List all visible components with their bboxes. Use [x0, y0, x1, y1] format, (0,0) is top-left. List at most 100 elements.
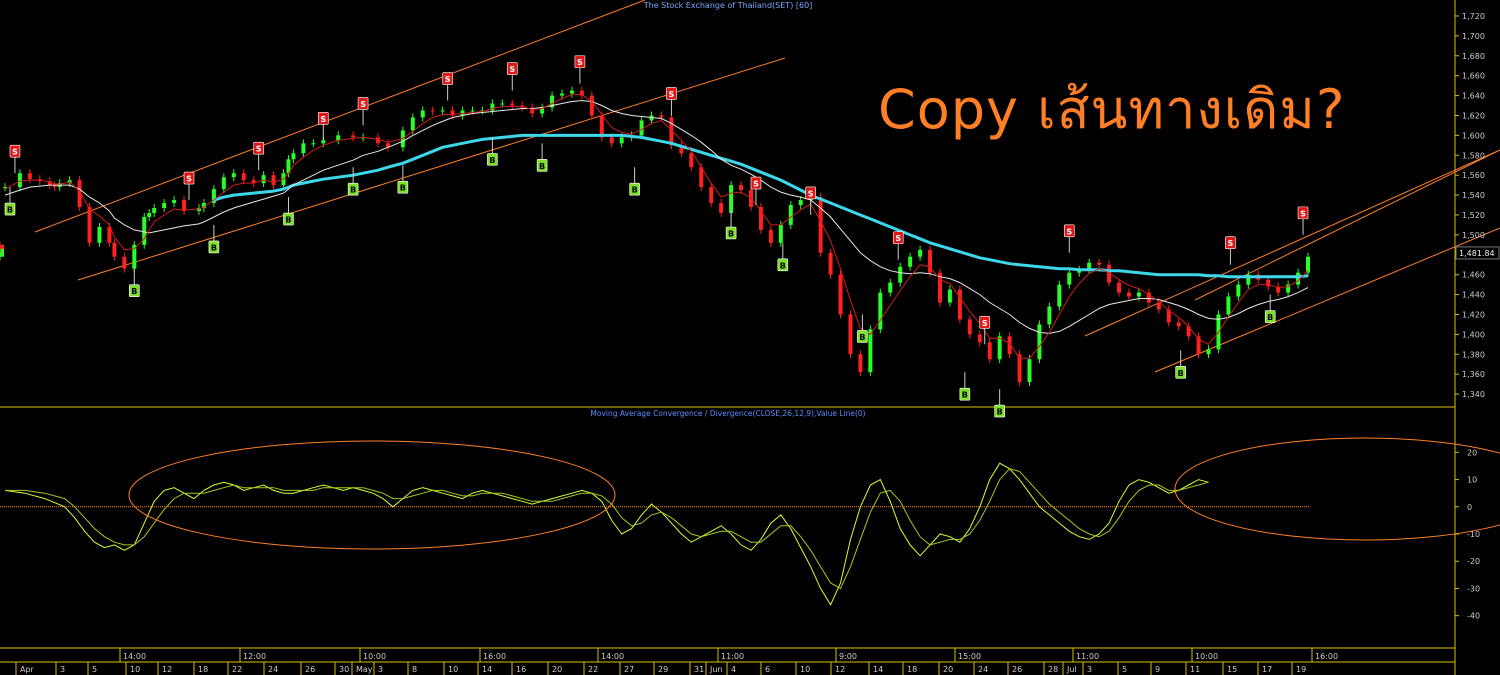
x-date-label: 10: [130, 665, 140, 674]
candle-body: [410, 117, 415, 131]
candle-body: [1186, 326, 1191, 337]
x-date-label: 10: [800, 665, 810, 674]
candle-body: [560, 93, 565, 96]
candle-body: [599, 115, 604, 138]
candle-body: [1206, 349, 1211, 355]
candle-body: [172, 200, 177, 204]
y-tick-label: 1,620: [1462, 111, 1485, 120]
y-tick-label: 1,520: [1462, 211, 1485, 220]
moving-averages: [4, 94, 1309, 359]
x-date-label: 8: [412, 665, 417, 674]
candle-body: [1286, 284, 1291, 293]
candle-body: [510, 103, 515, 106]
trend-channel-line: [1154, 227, 1500, 373]
candle-body: [659, 115, 664, 118]
y-tick-label: 1,400: [1462, 330, 1485, 339]
candle-body: [967, 319, 972, 335]
x-date-label: 14: [482, 665, 492, 674]
candle-body: [1136, 292, 1141, 297]
candle-body: [97, 226, 102, 243]
y-tick-label: 1,680: [1462, 52, 1485, 61]
candle-body: [1176, 322, 1181, 327]
y-tick-label: 1,540: [1462, 191, 1485, 200]
candle-body: [470, 110, 475, 112]
x-date-label: 9: [1155, 665, 1160, 674]
candle-body: [1276, 286, 1281, 293]
x-date-label: 3: [1087, 665, 1092, 674]
signal-label: B: [539, 162, 545, 171]
y-tick-label: 1,660: [1462, 72, 1485, 81]
candle-body: [987, 342, 992, 360]
candle-body: [1007, 336, 1012, 355]
buy-signal-marker: [4, 202, 16, 216]
signal-label: B: [489, 156, 495, 165]
signal-label: S: [320, 115, 326, 124]
signal-label: B: [7, 206, 13, 215]
sell-signal-marker: [1063, 224, 1075, 238]
candle-body: [530, 107, 535, 114]
candle-body: [1097, 262, 1102, 265]
x-date-label: 30: [339, 665, 349, 674]
buy-signal-marker: [536, 159, 548, 172]
x-date-label: 19: [1296, 665, 1306, 674]
candle-body: [818, 197, 823, 253]
x-date-label: 3: [378, 665, 383, 674]
sell-signal-marker: [750, 176, 762, 190]
buy-signal-marker: [777, 258, 789, 272]
signal-label: B: [1178, 369, 1184, 378]
sell-signal-marker: [183, 171, 195, 185]
candle-body: [1236, 284, 1241, 297]
sell-signal-marker: [805, 186, 816, 200]
candle-body: [385, 143, 390, 148]
x-date-label: 20: [943, 665, 953, 674]
x-date-label: 18: [907, 665, 917, 674]
signal-label: B: [728, 229, 734, 238]
y-tick-label: 1,700: [1462, 32, 1485, 41]
candle-body: [440, 110, 445, 112]
candle-body: [937, 272, 942, 303]
signal-label: S: [982, 319, 988, 328]
candle-body: [1246, 274, 1251, 285]
candle-body: [828, 252, 833, 275]
sell-signal-marker: [979, 316, 991, 329]
ma-fast-line: [4, 94, 1309, 359]
x-date-label: 26: [305, 665, 315, 674]
candle-body: [231, 173, 236, 178]
candle-body: [450, 110, 455, 116]
candle-body: [430, 110, 435, 112]
x-date-label: 11: [1190, 665, 1200, 674]
sell-signal-marker: [1297, 206, 1309, 220]
macd-y-tick-label: 20: [1467, 448, 1477, 457]
candle-body: [1057, 284, 1062, 307]
buy-signal-marker: [857, 330, 868, 343]
signal-label: S: [12, 148, 18, 157]
candle-body: [500, 103, 505, 105]
candle-body: [609, 137, 614, 144]
signal-label: B: [1267, 313, 1273, 322]
sell-signal-marker: [253, 141, 264, 155]
candle-body: [798, 200, 803, 206]
x-date-label: 12: [162, 665, 172, 674]
y-tick-label: 1,340: [1462, 390, 1485, 399]
buy-signal-marker: [1264, 310, 1276, 323]
x-date-label: 18: [198, 665, 208, 674]
x-date-label: 22: [588, 665, 598, 674]
signal-label: S: [669, 90, 675, 99]
trend-channel-line: [1194, 149, 1500, 301]
candle-body: [908, 256, 913, 267]
sell-signal-marker: [9, 144, 21, 158]
buy-signal-marker: [397, 180, 409, 194]
x-date-label: May: [356, 665, 373, 674]
signal-label: S: [445, 75, 451, 84]
macd-panel: [0, 437, 1500, 606]
candle-body: [27, 173, 32, 180]
candle-body: [221, 177, 226, 190]
candle-body: [107, 226, 112, 243]
sell-signal-marker: [442, 72, 453, 85]
buy-signal-marker: [208, 240, 220, 254]
y-tick-label: 1,420: [1462, 310, 1485, 319]
candle-body: [182, 200, 187, 211]
candle-body: [52, 185, 57, 188]
